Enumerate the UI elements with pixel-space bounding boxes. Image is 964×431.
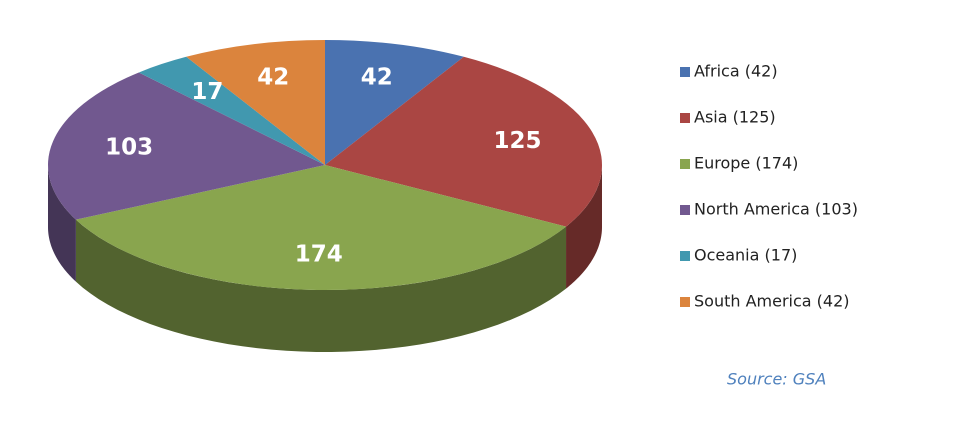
slice bbox=[138, 56, 325, 165]
data-label: 42 bbox=[257, 65, 289, 91]
legend-swatch bbox=[680, 297, 690, 307]
slice bbox=[325, 56, 602, 227]
legend-label: Asia (125) bbox=[694, 108, 776, 127]
data-label: 42 bbox=[361, 65, 393, 91]
slice bbox=[75, 165, 567, 291]
source-note: Source: GSA bbox=[727, 370, 826, 389]
legend-swatch bbox=[680, 205, 690, 215]
legend-label: Oceania (17) bbox=[694, 246, 797, 265]
slice bbox=[47, 72, 325, 220]
slice-side bbox=[566, 165, 602, 289]
slice-side bbox=[75, 219, 567, 352]
slice bbox=[325, 40, 464, 165]
legend-swatch bbox=[680, 67, 690, 77]
legend-swatch bbox=[680, 251, 690, 261]
legend-label: Europe (174) bbox=[694, 154, 798, 173]
data-label: 125 bbox=[493, 128, 541, 154]
legend-swatch bbox=[680, 113, 690, 123]
data-label: 103 bbox=[105, 134, 153, 160]
legend-label: North America (103) bbox=[694, 200, 858, 219]
legend-swatch bbox=[680, 159, 690, 169]
legend-label: South America (42) bbox=[694, 292, 850, 311]
legend-label: Africa (42) bbox=[694, 62, 778, 81]
data-label: 17 bbox=[191, 79, 223, 105]
slice bbox=[186, 40, 325, 165]
data-label: 174 bbox=[295, 241, 343, 267]
slice-side bbox=[48, 165, 76, 282]
